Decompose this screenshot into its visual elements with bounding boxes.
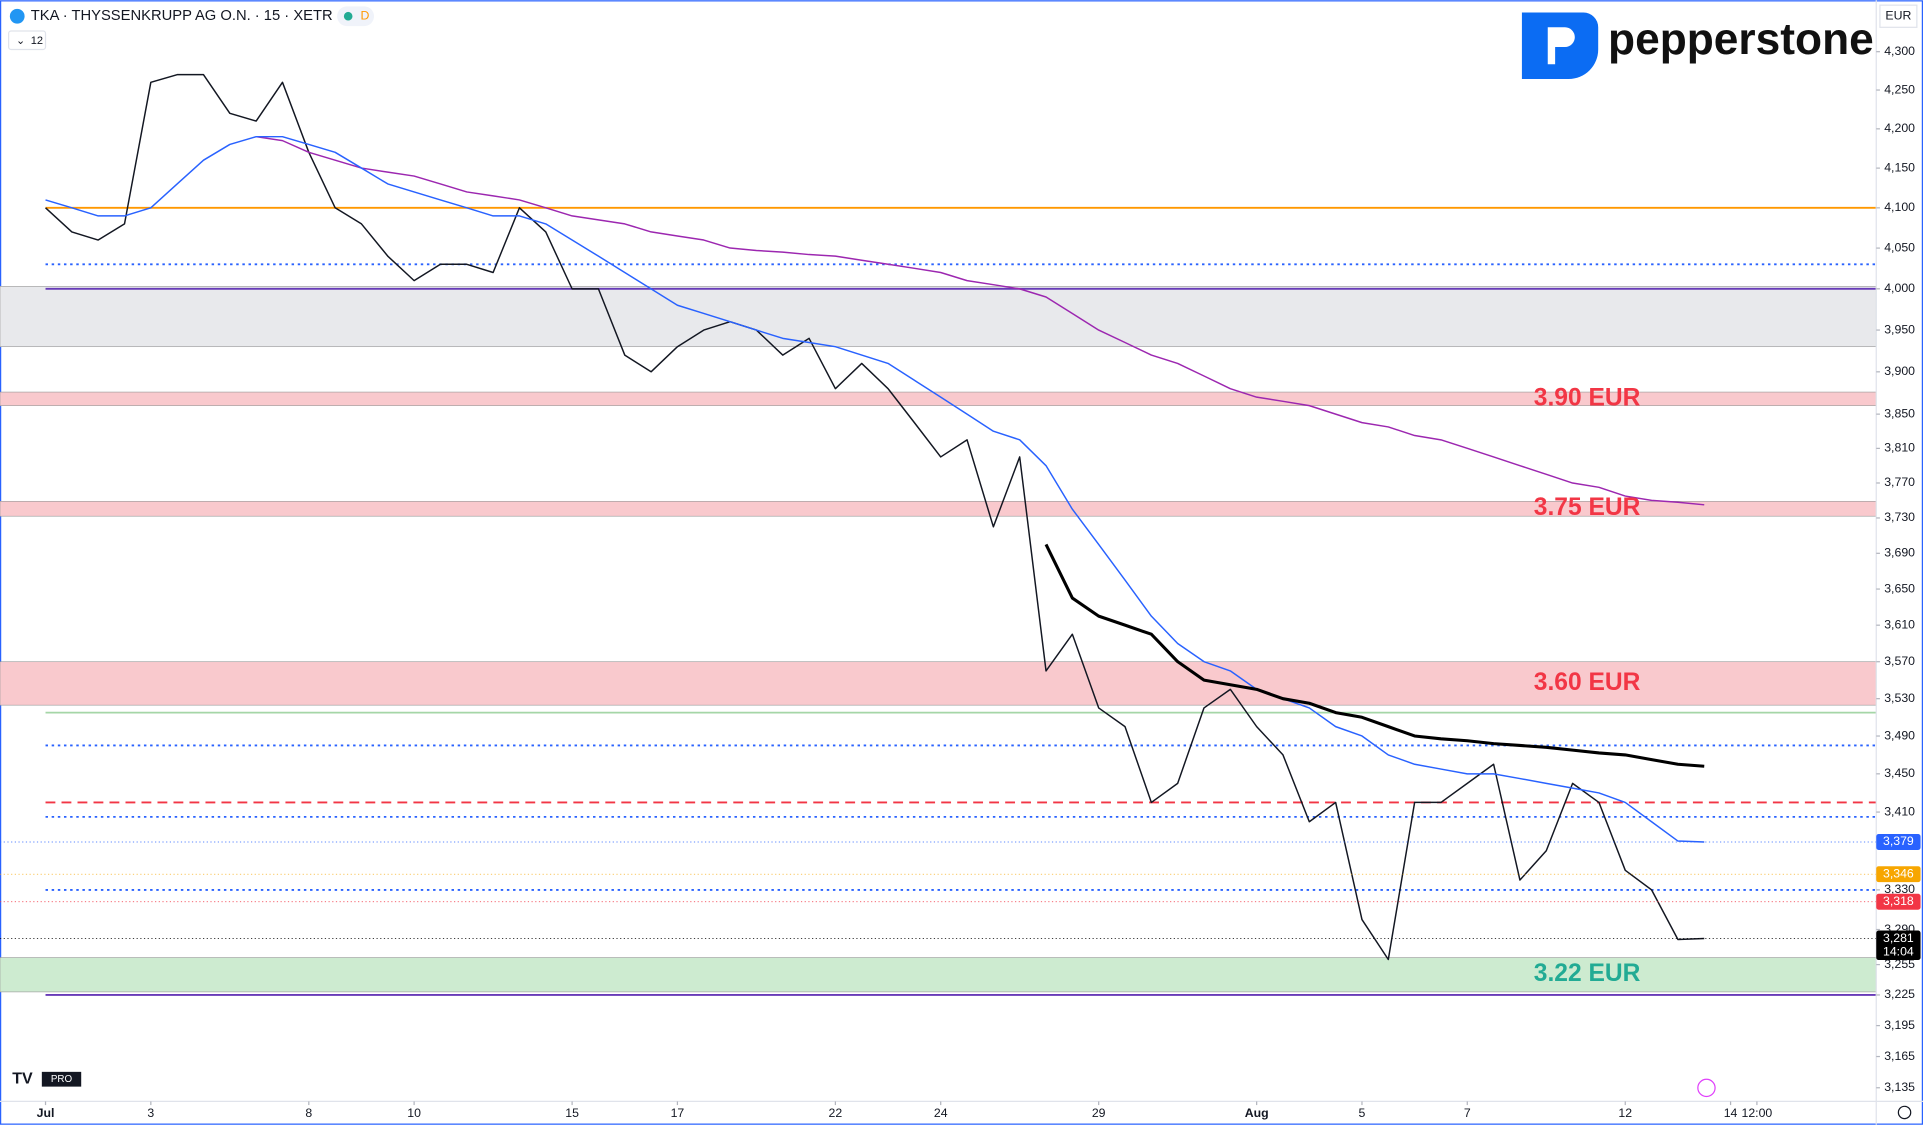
y-tick-label: 3,530 xyxy=(1884,691,1915,705)
status-dot xyxy=(343,11,353,21)
x-tick-label: 3 xyxy=(147,1106,154,1120)
series-line xyxy=(45,135,1705,843)
x-tick-label: Jul xyxy=(37,1106,55,1120)
y-tick-label: 3,255 xyxy=(1884,957,1915,971)
price-tag xyxy=(1876,930,1921,961)
y-tick-label: 4,150 xyxy=(1884,160,1915,174)
tv-badge: PRO xyxy=(51,1074,73,1085)
y-tick-label: 4,250 xyxy=(1884,82,1915,96)
x-tick-label: 17 xyxy=(671,1106,685,1120)
zone-label: 3.22 EUR xyxy=(1534,960,1641,987)
y-tick-label: 3,850 xyxy=(1884,406,1915,420)
y-tick-label: 3,950 xyxy=(1884,322,1915,336)
y-tick-label: 3,610 xyxy=(1884,617,1915,631)
x-tick-label: 24 xyxy=(934,1106,948,1120)
x-tick-label: 12 xyxy=(1618,1106,1632,1120)
zone-label: 3.75 EUR xyxy=(1534,494,1641,521)
y-tick-label: 4,100 xyxy=(1884,200,1915,214)
y-tick-label: 4,050 xyxy=(1884,240,1915,254)
y-tick-label: 3,770 xyxy=(1884,475,1915,489)
y-tick-label: 3,225 xyxy=(1884,987,1915,1001)
y-tick-label: 4,300 xyxy=(1884,44,1915,58)
x-tick-label: 12:00 xyxy=(1742,1106,1773,1120)
alert-icon[interactable] xyxy=(1697,1078,1716,1098)
x-tick-label: 14 xyxy=(1724,1106,1738,1120)
brand-name: pepperstone xyxy=(1608,15,1874,64)
currency-button[interactable] xyxy=(1879,4,1918,28)
y-tick-label: 3,810 xyxy=(1884,441,1915,455)
y-tick-label: 3,135 xyxy=(1884,1080,1915,1094)
y-tick-label: 4,000 xyxy=(1884,281,1915,295)
x-tick-label: 29 xyxy=(1092,1106,1106,1120)
y-tick-label: 4,200 xyxy=(1884,121,1915,135)
x-tick-label: Aug xyxy=(1245,1106,1269,1120)
y-tick-label: 3,650 xyxy=(1884,581,1915,595)
y-tick-label: 3,490 xyxy=(1884,728,1915,742)
y-tick-label: 3,730 xyxy=(1884,510,1915,524)
symbol-title: TKA · THYSSENKRUPP AG O.N. · 15 · XETR xyxy=(31,8,333,24)
zone xyxy=(0,957,1877,993)
x-tick-label: 7 xyxy=(1464,1106,1471,1120)
x-tick-label: 5 xyxy=(1359,1106,1366,1120)
price-tag-label: 3,281 xyxy=(1883,931,1914,945)
badge: D xyxy=(360,8,369,22)
price-tag xyxy=(1876,866,1921,883)
y-tick-label: 3,165 xyxy=(1884,1049,1915,1063)
x-tick-label: 8 xyxy=(305,1106,312,1120)
price-tag-label: 3,318 xyxy=(1883,894,1914,908)
price-tag xyxy=(1876,834,1921,851)
badge-bg xyxy=(337,6,375,27)
y-tick-label: 3,900 xyxy=(1884,364,1915,378)
interval-count: 12 xyxy=(31,35,43,47)
symbol-icon xyxy=(9,8,25,24)
settings-icon[interactable] xyxy=(1897,1105,1912,1120)
y-tick-label: 3,410 xyxy=(1884,804,1915,818)
series-line xyxy=(45,73,1705,961)
interval-button[interactable] xyxy=(7,30,47,51)
currency: EUR xyxy=(1885,8,1911,22)
y-tick-label: 3,195 xyxy=(1884,1018,1915,1032)
series-line xyxy=(256,135,1705,506)
interval-chevron: ⌄ xyxy=(16,35,25,47)
price-tag-label: 3,379 xyxy=(1883,834,1914,848)
y-tick-label: 3,570 xyxy=(1884,654,1915,668)
x-tick-label: 15 xyxy=(565,1106,579,1120)
tv-logo: TV xyxy=(12,1070,33,1087)
y-tick-label: 3,330 xyxy=(1884,882,1915,896)
brand-p xyxy=(1547,27,1575,65)
series-line xyxy=(1044,543,1705,768)
y-tick-label: 3,450 xyxy=(1884,766,1915,780)
zone-label: 3.90 EUR xyxy=(1534,384,1641,411)
x-tick-label: 22 xyxy=(829,1106,843,1120)
x-tick-label: 10 xyxy=(407,1106,421,1120)
tv-badge-bg xyxy=(41,1071,82,1087)
price-tag-time: 14:04 xyxy=(1883,944,1914,958)
price-tag xyxy=(1876,893,1921,910)
zone xyxy=(0,286,1877,348)
zone-label: 3.60 EUR xyxy=(1534,669,1641,696)
y-tick-label: 3,690 xyxy=(1884,546,1915,560)
price-tag-label: 3,346 xyxy=(1883,866,1914,880)
